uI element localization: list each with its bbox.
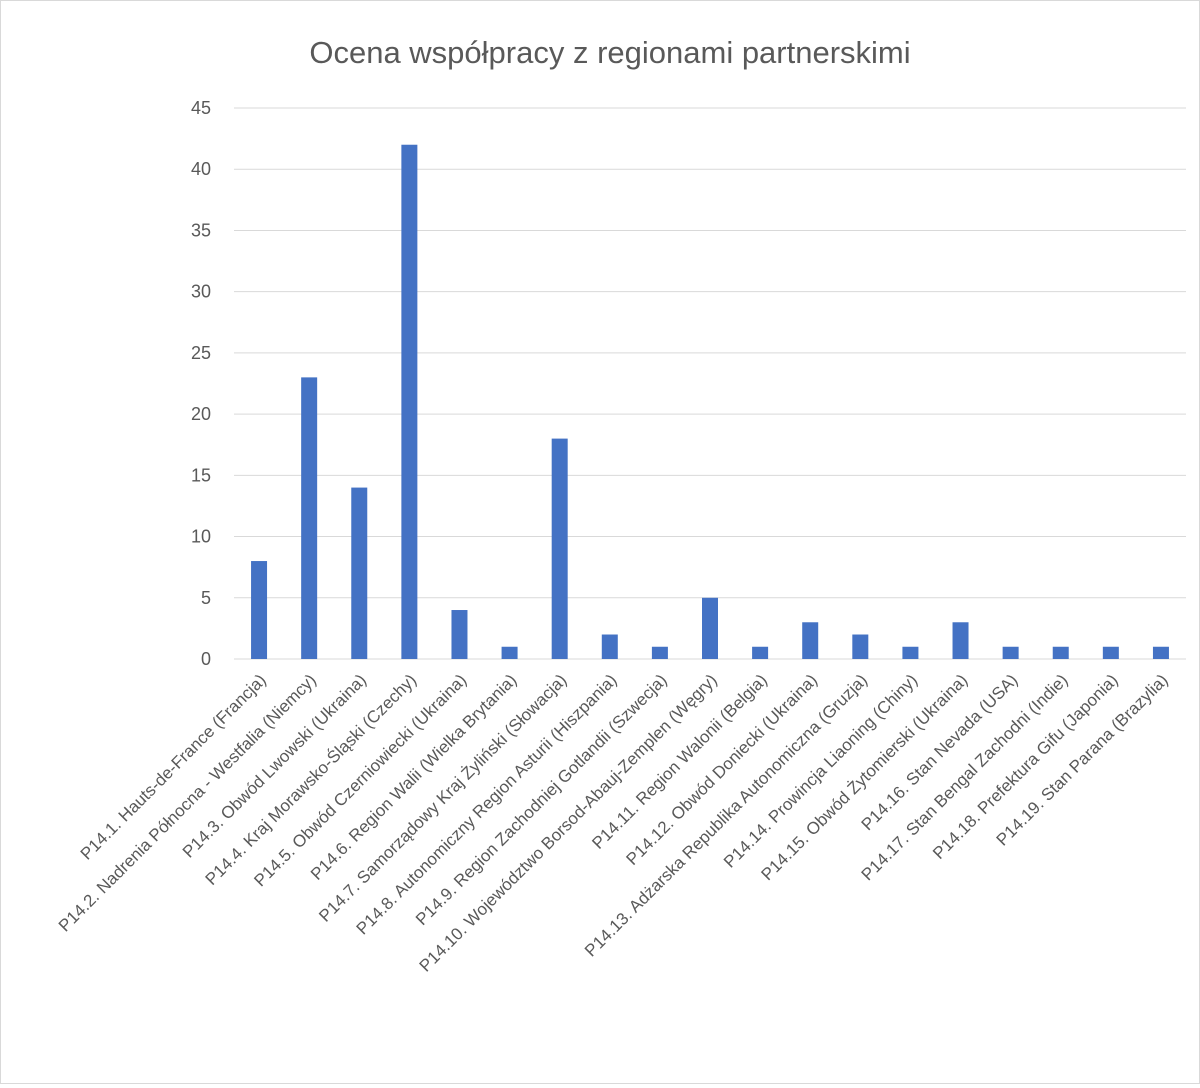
bar [1102,646,1119,659]
bar [451,610,468,659]
y-tick-label: 45 [191,98,211,118]
bar [301,377,318,659]
y-tick-label: 0 [201,649,211,669]
y-tick-label: 40 [191,159,211,179]
y-tick-label: 35 [191,220,211,240]
bar [501,646,518,659]
bar [401,144,418,659]
bar [601,634,618,659]
bar [752,646,769,659]
bar [852,634,869,659]
bar [1152,646,1169,659]
y-tick-label: 30 [191,282,211,302]
bar [1052,646,1069,659]
bar [651,646,668,659]
x-axis-labels: P14.1. Hauts-de-France (Francja)P14.2. N… [55,670,1172,975]
x-tick-label: P14.3. Obwód Lwowski (Ukraina) [179,670,370,861]
x-tick-label: P14.1. Hauts-de-France (Francja) [77,670,270,863]
bar [952,622,969,659]
bar [802,622,819,659]
bar [351,487,368,659]
y-tick-label: 25 [191,343,211,363]
bar [251,561,268,659]
y-tick-label: 10 [191,527,211,547]
bar [551,438,568,659]
chart-title: Ocena współpracy z regionami partnerskim… [309,35,911,70]
y-axis-ticks: 0 5 10 15 20 25 30 35 40 45 [191,98,211,669]
bars [251,144,1169,659]
bar [1002,646,1019,659]
y-tick-label: 5 [201,588,211,608]
gridlines [234,107,1186,660]
bar [902,646,919,659]
y-tick-label: 20 [191,404,211,424]
bar [702,597,718,659]
y-tick-label: 15 [191,465,211,485]
x-tick-label: P14.18. Prefektura Gifu (Japonia) [929,670,1122,863]
